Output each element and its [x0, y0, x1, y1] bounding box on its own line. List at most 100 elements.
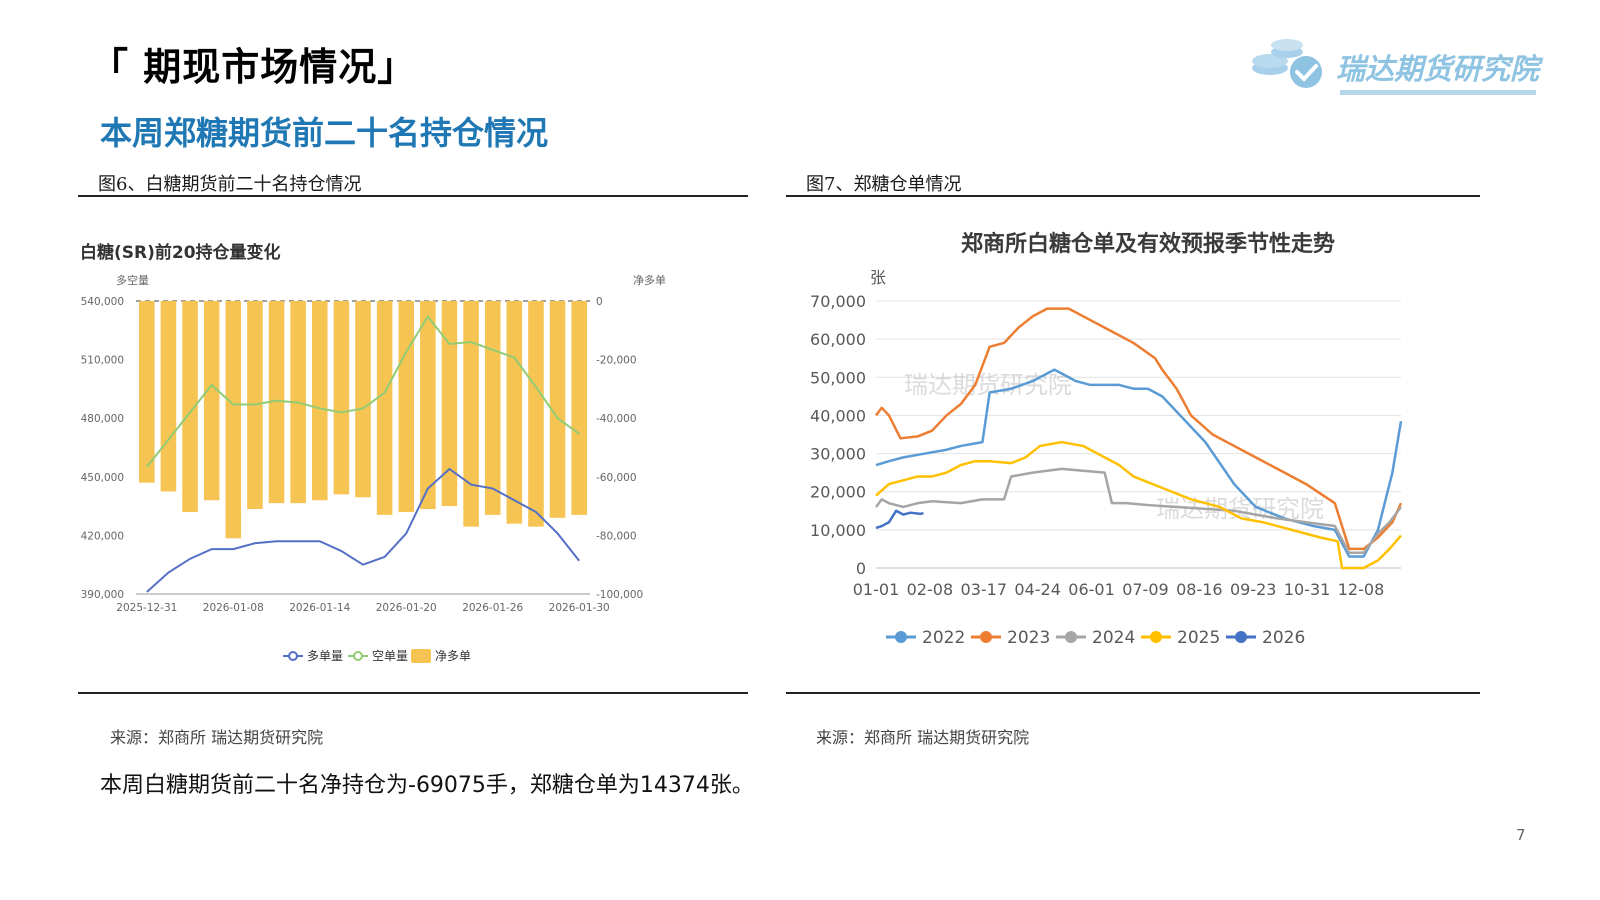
legend-marker [895, 631, 907, 643]
long-volume-line [146, 467, 580, 593]
legend-marker [1235, 631, 1247, 643]
x-tick-label: 04-24 [1014, 580, 1061, 599]
net-long-bar [441, 301, 458, 507]
x-tick-label: 08-16 [1176, 580, 1223, 599]
net-long-bar [182, 301, 198, 512]
logo-underline [1340, 90, 1536, 95]
legend-label: 2025 [1177, 628, 1220, 648]
logo-text: 瑞达期货研究院 [1336, 52, 1540, 86]
net-long-bar [398, 301, 415, 512]
warrant-chart: 郑商所白糖仓单及有效预报季节性走势 张 瑞达期货研究院 瑞达期货研究院 70,0… [810, 231, 1403, 648]
net-long-bar [571, 301, 587, 515]
y-tick-label: 10,000 [810, 521, 866, 540]
x-tick-label: 01-01 [853, 580, 900, 599]
x-tick-label: 12-08 [1338, 580, 1385, 599]
short-volume-line [146, 314, 580, 468]
figure-7-caption: 图7、郑糖仓单情况 [806, 174, 962, 195]
company-logo: 瑞达期货研究院 [1250, 30, 1540, 102]
net-long-bar [549, 301, 566, 518]
y-tick-label-right: -20,000 [596, 355, 637, 367]
series-line-2023 [875, 307, 1403, 551]
figure-6-source: 来源：郑商所 瑞达期货研究院 [110, 728, 324, 747]
series-line-2026 [875, 509, 924, 530]
legend-label: 2022 [922, 628, 965, 648]
legend-long: 多单量 [307, 649, 343, 663]
y-tick-label: 60,000 [810, 330, 866, 349]
x-tick-label: 03-17 [961, 580, 1008, 599]
series-line-2022 [875, 368, 1403, 558]
figure-7-top-rule [786, 195, 1480, 197]
net-long-bar [528, 301, 544, 527]
summary-text: 本周白糖期货前二十名净持仓为-69075手，郑糖仓单为14374张。 [100, 773, 754, 798]
net-long-bar [333, 301, 350, 495]
legend-label: 2026 [1262, 628, 1305, 648]
chart-title: 郑商所白糖仓单及有效预报季节性走势 [961, 231, 1335, 257]
legend-label: 2023 [1007, 628, 1050, 648]
x-tick-label: 2025-12-31 [116, 602, 177, 614]
y-axis-label-right: 净多单 [633, 273, 666, 287]
y-axis-unit: 张 [870, 268, 886, 287]
y-tick-label-left: 540,000 [81, 296, 124, 308]
figure-7-bottom-rule [786, 692, 1480, 694]
net-long-bar [506, 301, 523, 524]
figure-6-bottom-rule [78, 692, 748, 694]
section-title: 本周郑糖期货前二十名持仓情况 [100, 114, 549, 152]
y-tick-label-left: 480,000 [81, 413, 124, 425]
legend-marker [1065, 631, 1077, 643]
x-tick-label: 09-23 [1230, 580, 1277, 599]
net-long-bar [160, 301, 177, 492]
x-tick-label: 06-01 [1068, 580, 1115, 599]
net-long-bar [225, 301, 242, 539]
y-tick-label: 70,000 [810, 292, 866, 311]
net-long-bar [268, 301, 285, 504]
net-long-bar [420, 301, 436, 510]
x-tick-label: 02-08 [907, 580, 954, 599]
legend-label: 2024 [1092, 628, 1135, 648]
net-long-bar [311, 301, 328, 501]
net-long-bar [139, 301, 155, 483]
page-number: 7 [1516, 826, 1526, 844]
x-tick-label: 2026-01-30 [549, 602, 610, 614]
coin-stack-icon [1252, 39, 1322, 88]
series-line-2025 [875, 440, 1402, 570]
x-tick-label: 2026-01-14 [289, 602, 350, 614]
legend-short: 空单量 [372, 649, 408, 663]
x-tick-label: 2026-01-08 [203, 602, 264, 614]
net-long-bar [376, 301, 393, 515]
y-tick-label-right: -40,000 [596, 413, 637, 425]
x-tick-label: 2026-01-20 [376, 602, 437, 614]
chart-legend: 2022 2023 2024 2025 2026 [886, 628, 1305, 648]
legend-marker [1150, 631, 1162, 643]
page-title: 「 期现市场情况」 [90, 45, 417, 89]
y-tick-label-left: 510,000 [81, 355, 124, 367]
x-tick-label: 2026-01-26 [462, 602, 523, 614]
y-tick-label: 20,000 [810, 483, 866, 502]
y-tick-label-right: 0 [596, 296, 603, 308]
figure-7-source: 来源：郑商所 瑞达期货研究院 [816, 728, 1030, 747]
y-tick-label: 30,000 [810, 445, 866, 464]
y-tick-label-right: -80,000 [596, 530, 637, 542]
chart-title: 白糖(SR)前20持仓量变化 [80, 242, 281, 263]
legend-marker [980, 631, 992, 643]
net-long-bar [355, 301, 371, 498]
legend-net: 净多单 [435, 649, 471, 663]
y-tick-label-left: 390,000 [81, 589, 124, 601]
positions-chart: 白糖(SR)前20持仓量变化 多空量 净多单 540,000 510,000 480… [80, 242, 666, 663]
y-tick-label: 50,000 [810, 368, 866, 387]
figure-6-caption: 图6、白糖期货前二十名持仓情况 [98, 174, 362, 195]
x-tick-label: 10-31 [1284, 580, 1331, 599]
net-long-bar [463, 301, 479, 527]
y-axis-label-left: 多空量 [116, 273, 149, 287]
net-long-bar [484, 301, 501, 515]
y-tick-label: 40,000 [810, 406, 866, 425]
figure-6-top-rule [78, 195, 748, 197]
y-tick-label-right: -60,000 [596, 472, 637, 484]
y-tick-label: 0 [856, 559, 866, 578]
y-tick-label-left: 420,000 [81, 530, 124, 542]
series-line-2024 [875, 467, 1402, 554]
y-tick-label-right: -100,000 [596, 589, 643, 601]
chart-legend: 多单量 空单量 净多单 [283, 649, 471, 663]
y-tick-label-left: 450,000 [81, 472, 124, 484]
x-tick-label: 07-09 [1122, 580, 1169, 599]
watermark: 瑞达期货研究院 [904, 371, 1072, 399]
